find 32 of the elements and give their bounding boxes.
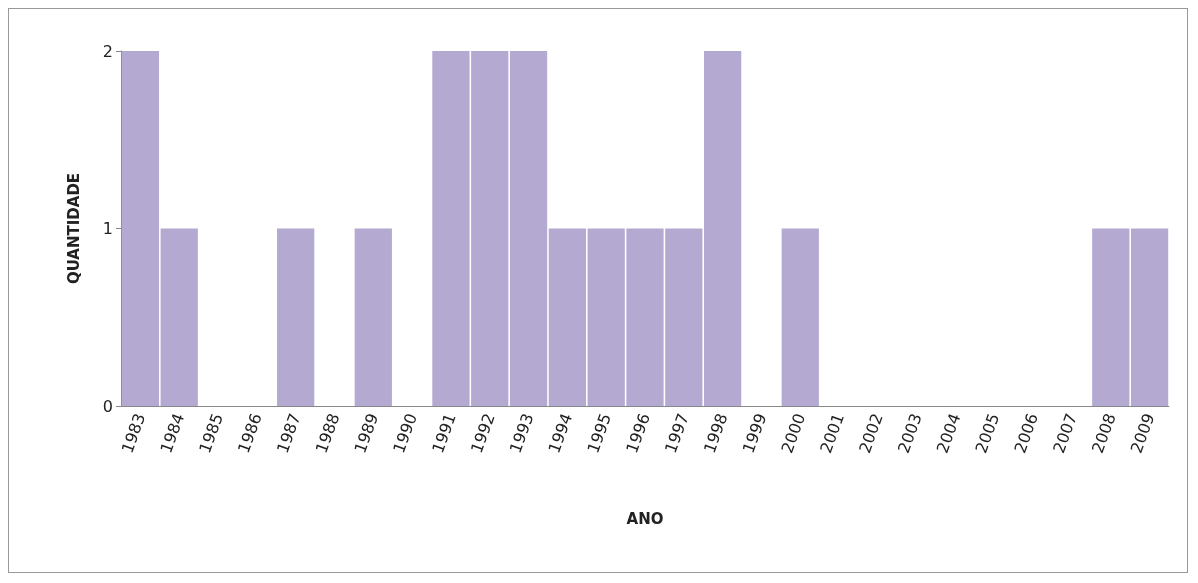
x-tick-label: 1984 bbox=[156, 410, 189, 456]
y-tick-label: 0 bbox=[102, 396, 113, 416]
x-tick-label: 1983 bbox=[117, 410, 150, 456]
y-tick-label: 2 bbox=[102, 41, 113, 61]
x-tick-label: 2008 bbox=[1087, 410, 1120, 456]
x-tick-label: 1986 bbox=[234, 410, 266, 456]
x-tick-label: 2009 bbox=[1126, 410, 1159, 456]
x-tick-label: 1998 bbox=[699, 410, 732, 456]
x-tick-label: 1988 bbox=[311, 410, 344, 456]
x-tick-label: 1985 bbox=[195, 410, 227, 456]
y-axis-title: QUANTIDADE bbox=[64, 172, 83, 285]
x-tick-label: 1996 bbox=[622, 410, 654, 456]
x-tick-label: 2005 bbox=[971, 410, 1004, 456]
x-axis-title: ANO bbox=[626, 509, 664, 528]
x-tick-label: 1990 bbox=[389, 410, 422, 456]
y-tick-label: 1 bbox=[102, 219, 113, 238]
x-tick-label: 1991 bbox=[428, 410, 460, 456]
x-tick-label: 1987 bbox=[272, 410, 305, 456]
x-tick-label: 1989 bbox=[350, 410, 383, 456]
x-tick-label: 2006 bbox=[1010, 410, 1043, 456]
x-tick-label: 1992 bbox=[466, 410, 499, 456]
x-tick-label: 2001 bbox=[816, 410, 848, 456]
x-tick-label: 1999 bbox=[738, 410, 771, 456]
x-tick-label: 1995 bbox=[583, 410, 616, 456]
x-tick-label: 2004 bbox=[932, 410, 965, 456]
x-tick-label: 2003 bbox=[893, 410, 926, 456]
x-tick-label: 1993 bbox=[505, 410, 538, 456]
x-tick-label: 1997 bbox=[660, 410, 693, 456]
x-tick-label: 2002 bbox=[855, 410, 887, 456]
x-tick-label: 2007 bbox=[1049, 410, 1081, 456]
x-tick-label: 1994 bbox=[544, 410, 577, 456]
x-tick-label: 2000 bbox=[777, 410, 810, 456]
